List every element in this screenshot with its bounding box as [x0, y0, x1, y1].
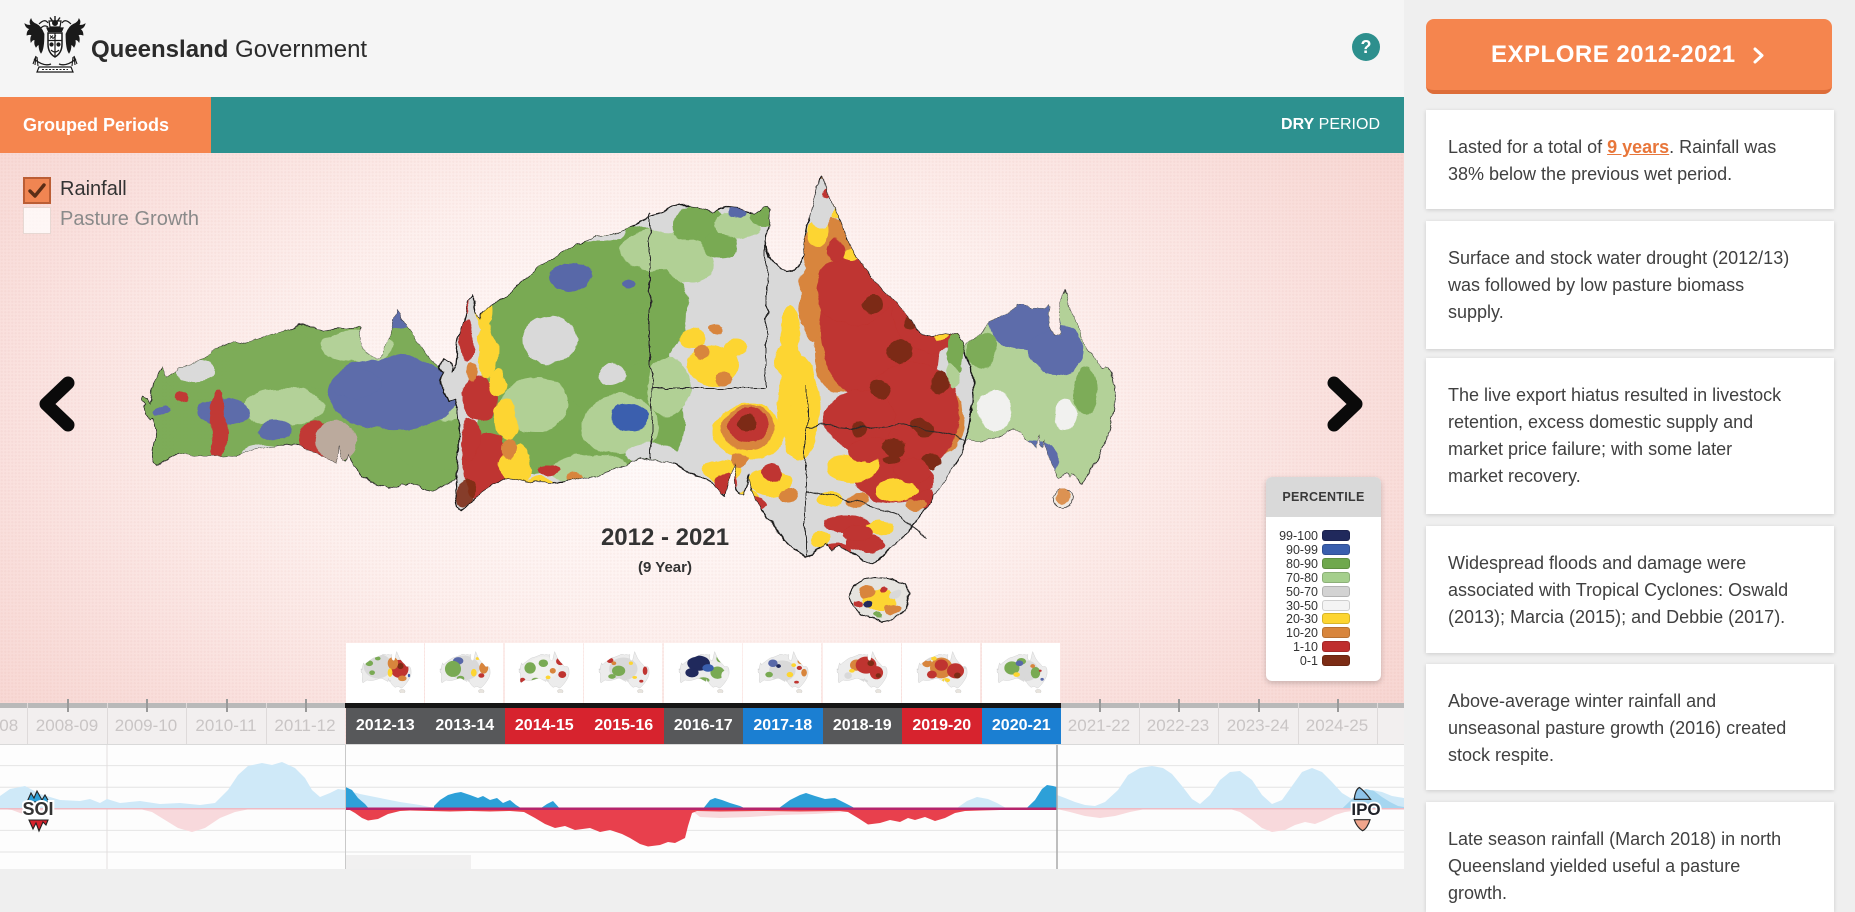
svg-text:IPO: IPO [1351, 800, 1380, 819]
svg-text:SOI: SOI [22, 799, 53, 819]
